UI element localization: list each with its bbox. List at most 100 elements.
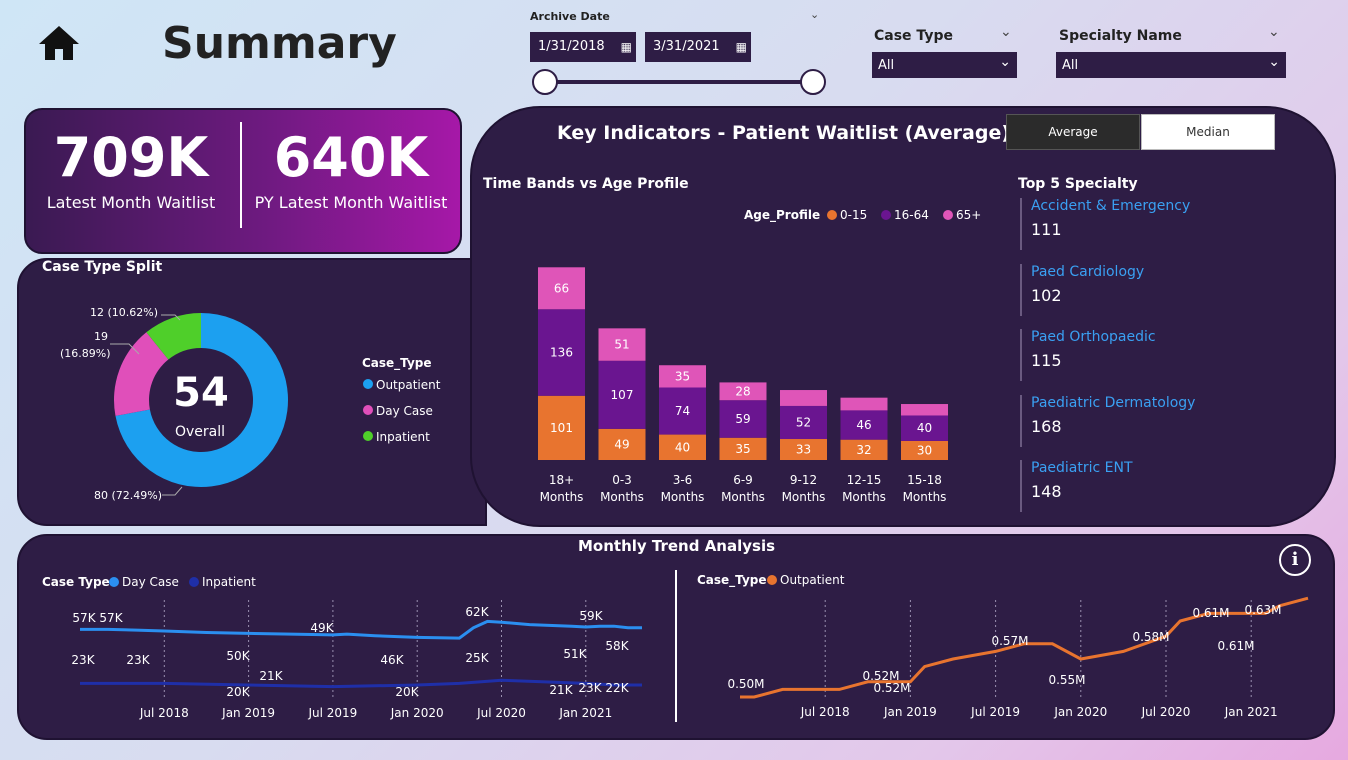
legend-marker	[827, 210, 837, 220]
bar-category-label: 6-9	[733, 473, 753, 487]
line-data-label: 50K	[226, 649, 250, 663]
bar-data-label: 136	[550, 346, 573, 360]
trend-left-chart: Case Type Day Case Inpatient Jul 2018 Jan …	[42, 575, 642, 720]
bar-data-label: 52	[796, 415, 811, 429]
donut-slice-inpatient[interactable]	[146, 313, 201, 360]
line-data-label: 57K	[99, 611, 123, 625]
donut-label-inpatient: 12 (10.62%)	[90, 306, 158, 319]
case-type-dropdown[interactable]: All ⌄	[872, 52, 1017, 78]
top5-item[interactable]: Paed Orthopaedic 115	[1020, 329, 1300, 381]
donut-legend-title: Case_Type	[362, 356, 432, 371]
bar-0-15-0[interactable]	[538, 395, 585, 460]
bar-65+-6[interactable]	[901, 404, 948, 416]
legend-label: Outpatient	[376, 378, 441, 392]
case-type-value: All	[878, 58, 895, 73]
legend-marker	[363, 379, 373, 389]
line-data-label: 20K	[226, 685, 250, 699]
age-legend-title: Age_Profile	[744, 208, 820, 223]
case-type-filter-label: Case Type	[874, 28, 953, 44]
bar-0-15-6[interactable]	[901, 440, 948, 460]
top5-list: Accident & Emergency 111 Paed Cardiology 10…	[1020, 198, 1320, 512]
bar-data-label: 49	[614, 437, 629, 451]
line-data-label: 0.61M	[1192, 606, 1229, 620]
legend-label: 0-15	[840, 208, 867, 222]
end-date-input[interactable]: 3/31/2021 ▦	[645, 32, 751, 62]
x-tick-label: Jan 2021	[558, 706, 612, 720]
line-outpatient[interactable]	[740, 596, 1309, 699]
calendar-icon[interactable]: ▦	[735, 40, 747, 54]
chevron-down-icon[interactable]: ⌄	[810, 8, 820, 21]
kpi-card: 709K Latest Month Waitlist 640K PY Lates…	[24, 108, 462, 254]
bar-65+-3[interactable]	[719, 382, 767, 401]
bar-16-64-0[interactable]	[538, 309, 585, 396]
line-data-label: 22K	[605, 681, 629, 695]
x-tick-label: Jul 2019	[970, 705, 1020, 719]
bar-0-15-5[interactable]	[840, 439, 888, 460]
top5-item[interactable]: Accident & Emergency 111	[1020, 198, 1300, 250]
line-data-label: 21K	[259, 669, 283, 683]
average-toggle-button[interactable]: Average	[1006, 114, 1140, 150]
line-day-case[interactable]	[80, 619, 642, 640]
date-slider-end-handle[interactable]	[800, 69, 826, 95]
case-split-title: Case Type Split	[42, 259, 163, 275]
top5-item-name: Paed Cardiology	[1031, 263, 1145, 280]
start-date-value: 1/31/2018	[538, 39, 605, 54]
bar-16-64-6[interactable]	[901, 415, 948, 441]
donut-slice-outpatient[interactable]	[115, 313, 288, 487]
trend-left-legend-title: Case Type	[42, 575, 110, 589]
bar-0-15-1[interactable]	[598, 428, 646, 460]
bar-0-15-3[interactable]	[719, 437, 767, 460]
bar-16-64-5[interactable]	[840, 410, 888, 440]
bar-65+-0[interactable]	[538, 267, 585, 310]
bar-16-64-4[interactable]	[780, 405, 827, 440]
legend-label: Day Case	[122, 575, 179, 589]
trend-divider	[675, 570, 677, 722]
top5-item[interactable]: Paed Cardiology 102	[1020, 263, 1300, 316]
line-data-label: 23K	[71, 653, 95, 667]
top5-item-value: 168	[1031, 416, 1062, 436]
x-tick-label: Jan 2019	[221, 706, 275, 720]
bar-0-15-4[interactable]	[780, 439, 827, 460]
date-slider-start-handle[interactable]	[532, 69, 558, 95]
time-bands-title: Time Bands vs Age Profile	[483, 176, 689, 192]
archive-date-label: Archive Date	[530, 10, 610, 23]
calendar-icon[interactable]: ▦	[620, 40, 632, 54]
x-tick-label: Jul 2019	[307, 706, 357, 720]
line-inpatient[interactable]	[80, 678, 642, 689]
bar-data-label: 66	[554, 281, 569, 295]
line-data-label: 46K	[380, 653, 404, 667]
line-data-label: 0.52M	[862, 669, 899, 683]
bar-16-64-1[interactable]	[598, 360, 646, 429]
start-date-input[interactable]: 1/31/2018 ▦	[530, 32, 636, 62]
median-toggle-button[interactable]: Median	[1141, 114, 1275, 150]
bar-16-64-2[interactable]	[659, 387, 706, 435]
bar-65+-5[interactable]	[840, 397, 888, 411]
line-data-label: 23K	[578, 681, 602, 695]
bar-65+-2[interactable]	[659, 365, 706, 388]
bar-65+-1[interactable]	[598, 328, 646, 361]
end-date-value: 3/31/2021	[653, 39, 720, 54]
chevron-down-icon: ⌄	[999, 54, 1011, 70]
info-icon[interactable]: i	[1279, 544, 1311, 576]
specialty-dropdown[interactable]: All ⌄	[1056, 52, 1286, 78]
chevron-down-icon[interactable]: ⌄	[1000, 24, 1012, 40]
bar-data-label: 28	[735, 384, 750, 398]
time-bands-chart: Age_Profile 0-15 16-64 65+ 101 136 66 18+ Mont…	[538, 208, 981, 504]
bar-65+-4[interactable]	[780, 390, 827, 406]
bar-data-label: 35	[675, 369, 690, 383]
line-data-label: 21K	[549, 683, 573, 697]
chevron-down-icon: ⌄	[1268, 54, 1280, 70]
bar-0-15-2[interactable]	[659, 434, 706, 460]
kpi-latest-value: 709K	[53, 126, 209, 189]
home-button[interactable]	[36, 24, 82, 62]
chevron-down-icon[interactable]: ⌄	[1268, 24, 1280, 40]
donut-slice-day-case[interactable]	[114, 332, 169, 416]
bar-16-64-3[interactable]	[719, 400, 767, 438]
top5-item[interactable]: Paediatric ENT 148	[1020, 460, 1300, 512]
bar-category-label: 9-12	[790, 473, 817, 487]
line-data-label: 49K	[310, 621, 334, 635]
x-tick-label: Jan 2019	[883, 705, 937, 719]
top5-item-name: Paediatric Dermatology	[1031, 394, 1196, 411]
date-slider-track[interactable]	[545, 80, 813, 84]
top5-item[interactable]: Paediatric Dermatology 168	[1020, 394, 1300, 447]
